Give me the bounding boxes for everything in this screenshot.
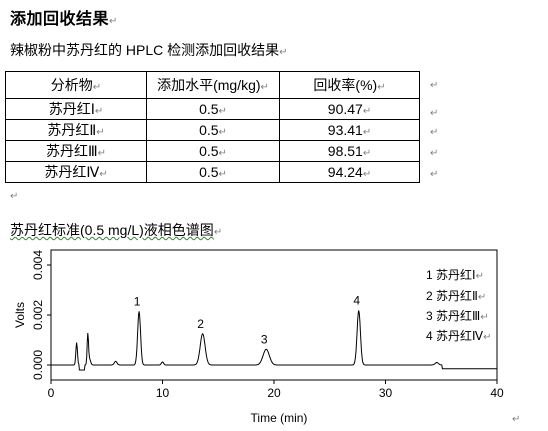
x-tick-label: 0 — [48, 386, 55, 400]
row-end-mark: ↵ — [430, 169, 439, 180]
table-row: 苏丹红Ⅲ↵ 0.5↵ 98.51↵ — [5, 140, 420, 162]
table-header-row: 分析物↵ 添加水平(mg/kg)↵ 回收率(%)↵ — [5, 71, 420, 99]
x-axis-ticks: 0 10 20 30 40 — [48, 380, 504, 400]
row-end-mark: ↵ — [430, 80, 439, 91]
cell-recovery: 98.51↵ — [279, 140, 420, 162]
row-end-mark: ↵ — [430, 108, 439, 119]
table-caption: 辣椒粉中苏丹红的 HPLC 检测添加回收结果↵ — [10, 42, 288, 58]
table-row: 苏丹红Ⅳ↵ 0.5↵ 94.24↵ — [5, 161, 420, 183]
recovery-table: 分析物↵ 添加水平(mg/kg)↵ 回收率(%)↵ 苏丹红Ⅰ↵ 0.5↵ 90.… — [5, 71, 420, 183]
x-axis-label: Time (min) — [251, 411, 308, 425]
cell-recovery: 94.24↵ — [279, 161, 420, 183]
cell-level: 0.5↵ — [146, 161, 280, 183]
chromatogram-chart: 0 10 20 30 40 0.000 0.002 0.004 1 2 3 4 Time (min… — [13, 249, 504, 425]
x-tick-label: 10 — [156, 386, 170, 400]
table-row: 苏丹红Ⅰ↵ 0.5↵ 90.47↵ — [5, 98, 420, 120]
y-tick-label: 0.000 — [31, 350, 45, 380]
empty-paragraph-mark: ↵ — [10, 191, 19, 202]
row-end-mark: ↵ — [430, 127, 439, 138]
header-recovery: 回收率(%)↵ — [279, 71, 420, 99]
cell-analyte: 苏丹红Ⅱ↵ — [5, 119, 147, 141]
legend-item: 3 苏丹红Ⅲ↵ — [426, 309, 489, 323]
y-tick-label: 0.004 — [31, 250, 45, 280]
cell-recovery: 93.41↵ — [279, 119, 420, 141]
end-paragraph-mark: ↵ — [512, 414, 521, 425]
peak-labels: 1 2 3 4 — [134, 294, 361, 347]
x-tick-label: 30 — [379, 386, 393, 400]
x-tick-label: 20 — [267, 386, 281, 400]
row-end-mark: ↵ — [430, 148, 439, 159]
cell-analyte: 苏丹红Ⅰ↵ — [5, 98, 147, 120]
cell-level: 0.5↵ — [146, 119, 280, 141]
x-tick-label: 40 — [490, 386, 504, 400]
cell-analyte: 苏丹红Ⅳ↵ — [5, 161, 147, 183]
legend-item: 4 苏丹红Ⅳ↵ — [426, 329, 492, 343]
y-axis-ticks: 0.000 0.002 0.004 — [31, 250, 51, 380]
table-row: 苏丹红Ⅱ↵ 0.5↵ 93.41↵ — [5, 119, 420, 141]
cell-analyte: 苏丹红Ⅲ↵ — [5, 140, 147, 162]
chart-caption: 苏丹红标准(0.5 mg/L)液相色谱图↵ — [10, 222, 223, 238]
page-heading: 添加回收结果↵ — [10, 11, 118, 28]
chromatogram-trace — [51, 310, 497, 371]
legend-item: 1 苏丹红Ⅰ↵ — [426, 268, 484, 282]
cell-level: 0.5↵ — [146, 98, 280, 120]
y-tick-label: 0.002 — [31, 300, 45, 330]
cell-recovery: 90.47↵ — [279, 98, 420, 120]
cell-level: 0.5↵ — [146, 140, 280, 162]
peak-label: 3 — [261, 332, 268, 346]
y-axis-label: Volts — [13, 302, 27, 328]
peak-label: 2 — [197, 317, 204, 331]
peak-label: 1 — [134, 294, 141, 308]
peak-label: 4 — [353, 294, 360, 308]
legend-item: 2 苏丹红Ⅱ↵ — [426, 289, 487, 303]
header-analyte: 分析物↵ — [5, 71, 147, 99]
header-level: 添加水平(mg/kg)↵ — [146, 71, 280, 99]
